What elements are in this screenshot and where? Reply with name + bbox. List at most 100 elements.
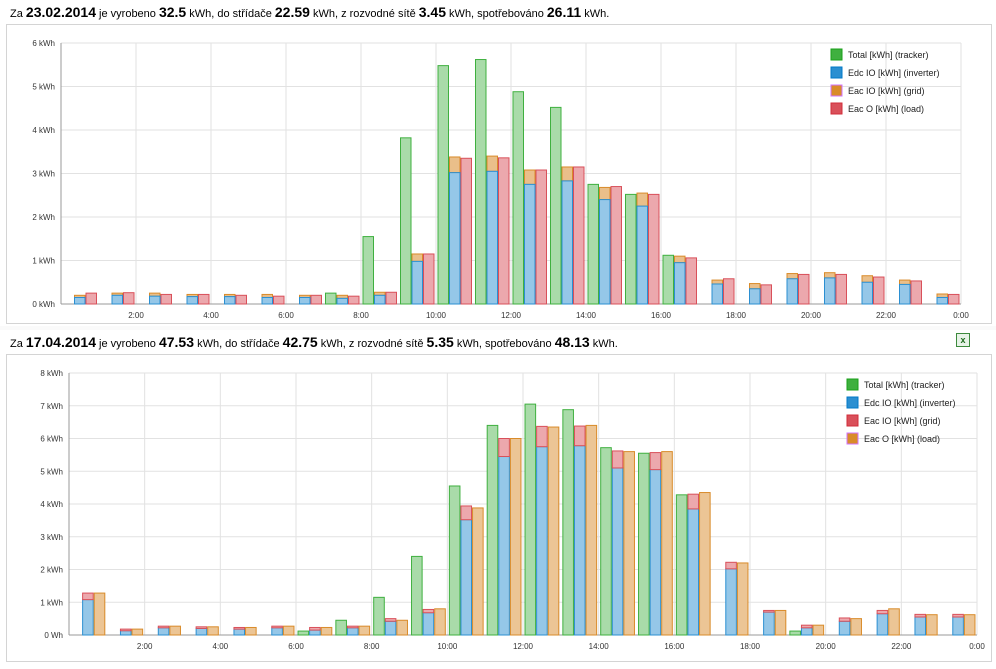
- excel-export-icon[interactable]: x: [956, 333, 970, 347]
- bar-grid: [636, 192, 648, 207]
- bar-load: [812, 624, 825, 636]
- legend-label[interactable]: Eac O [kWh] (load): [848, 104, 924, 114]
- bar-load: [723, 278, 735, 305]
- bar-load: [160, 293, 172, 305]
- bar-inverter: [346, 627, 359, 636]
- bar-inverter: [119, 630, 132, 636]
- y-tick-label: 4 kWh: [40, 500, 63, 509]
- legend-swatch[interactable]: [830, 84, 843, 97]
- y-tick-label: 4 kWh: [32, 126, 55, 135]
- bar-grid: [536, 425, 548, 448]
- x-tick-label: 0:00: [969, 642, 985, 651]
- x-tick-label: 8:00: [364, 642, 380, 651]
- summary-text: kWh, spotřebováno: [453, 338, 555, 350]
- y-tick-label: 1 kWh: [32, 257, 55, 266]
- bar-tracker: [448, 485, 461, 636]
- x-tick-label: 10:00: [426, 311, 447, 320]
- bar-tracker: [486, 424, 499, 636]
- bar-load: [948, 293, 960, 305]
- bar-load: [926, 614, 938, 636]
- legend-swatch[interactable]: [846, 414, 859, 427]
- bar-inverter: [374, 294, 386, 305]
- bar-load: [310, 294, 322, 305]
- bar-grid: [899, 279, 911, 285]
- bar-load: [963, 614, 976, 636]
- bar-tracker: [675, 494, 688, 636]
- bar-tracker: [638, 452, 650, 636]
- legend-label[interactable]: Total [kWh] (tracker): [848, 50, 929, 60]
- legend-swatch[interactable]: [846, 378, 859, 391]
- bar-grid: [119, 628, 132, 632]
- bar-inverter: [838, 620, 851, 636]
- bar-grid: [786, 273, 798, 280]
- bar-inverter: [711, 283, 723, 305]
- x-tick-label: 2:00: [137, 642, 153, 651]
- bar-grid: [725, 561, 737, 570]
- legend-label[interactable]: Total [kWh] (tracker): [864, 380, 945, 390]
- bar-inverter: [524, 183, 536, 305]
- bar-inverter: [786, 278, 798, 305]
- legend-label[interactable]: Eac O [kWh] (load): [864, 434, 940, 444]
- bar-grid: [763, 609, 775, 613]
- bar-load: [685, 257, 697, 305]
- legend-label[interactable]: Eac IO [kWh] (grid): [848, 86, 925, 96]
- summary-prefix: Za: [10, 8, 26, 20]
- grid-value: 5.35: [426, 334, 454, 350]
- bar-grid: [498, 438, 510, 458]
- legend-label[interactable]: Edc IO [kWh] (inverter): [864, 398, 956, 408]
- legend-label[interactable]: Eac IO [kWh] (grid): [864, 416, 941, 426]
- summary-date: 23.02.2014: [25, 4, 96, 20]
- bar-inverter: [309, 629, 321, 636]
- bar-grid: [952, 613, 964, 618]
- bar-load: [888, 608, 900, 636]
- inverter-value: 42.75: [282, 334, 318, 350]
- legend-swatch[interactable]: [830, 66, 843, 79]
- chart-panel-1: 0 kWh 1 kWh 2 kWh 3 kWh 4 kWh 5 kWh 6 kWh 2:00 4…: [6, 24, 992, 324]
- bar-inverter: [649, 469, 662, 636]
- bar-tracker: [524, 403, 537, 636]
- summary-text: kWh, do střídače: [194, 338, 283, 350]
- legend-swatch[interactable]: [846, 432, 859, 445]
- x-tick-label: 0:00: [953, 311, 969, 320]
- x-tick-label: 16:00: [664, 642, 685, 651]
- bar-inverter: [561, 180, 573, 305]
- bar-load: [198, 293, 210, 305]
- bar-inverter: [749, 288, 761, 305]
- legend-label[interactable]: Edc IO [kWh] (inverter): [848, 68, 940, 78]
- summary-text: kWh.: [581, 8, 610, 20]
- bar-grid: [346, 625, 359, 629]
- bar-tracker: [550, 106, 562, 305]
- bar-grid: [195, 626, 208, 629]
- bar-grid: [599, 186, 611, 201]
- bar-inverter: [261, 296, 273, 305]
- bar-inverter: [422, 612, 435, 636]
- bar-load: [434, 608, 446, 636]
- bar-load: [235, 294, 247, 305]
- legend-swatch[interactable]: [830, 48, 843, 61]
- legend-swatch[interactable]: [846, 396, 859, 409]
- bar-grid: [561, 166, 573, 182]
- bar-load: [320, 626, 333, 636]
- y-tick-label: 2 kWh: [32, 213, 55, 222]
- summary-text: je vyrobeno: [95, 8, 159, 20]
- bar-grid: [649, 452, 662, 471]
- legend-swatch[interactable]: [830, 102, 843, 115]
- summary-text: kWh, z rozvodné sítě: [317, 338, 427, 350]
- bar-grid: [271, 625, 283, 629]
- bar-inverter: [674, 262, 686, 305]
- x-tick-label: 14:00: [576, 311, 597, 320]
- bar-grid: [749, 283, 761, 290]
- bar-inverter: [636, 205, 648, 305]
- y-tick-label: 0 kWh: [32, 300, 55, 309]
- bar-inverter: [763, 611, 775, 636]
- x-tick-label: 20:00: [801, 311, 822, 320]
- y-tick-label: 0 Wh: [44, 631, 63, 640]
- bar-grid: [157, 625, 170, 629]
- bar-tracker: [400, 137, 412, 305]
- bar-tracker: [325, 292, 337, 305]
- x-tick-label: 22:00: [876, 311, 897, 320]
- bar-grid: [687, 493, 700, 510]
- x-tick-label: 4:00: [213, 642, 229, 651]
- summary-line-1: Za 23.02.2014 je vyrobeno 32.5 kWh, do s…: [10, 4, 609, 20]
- summary-date: 17.04.2014: [25, 334, 96, 350]
